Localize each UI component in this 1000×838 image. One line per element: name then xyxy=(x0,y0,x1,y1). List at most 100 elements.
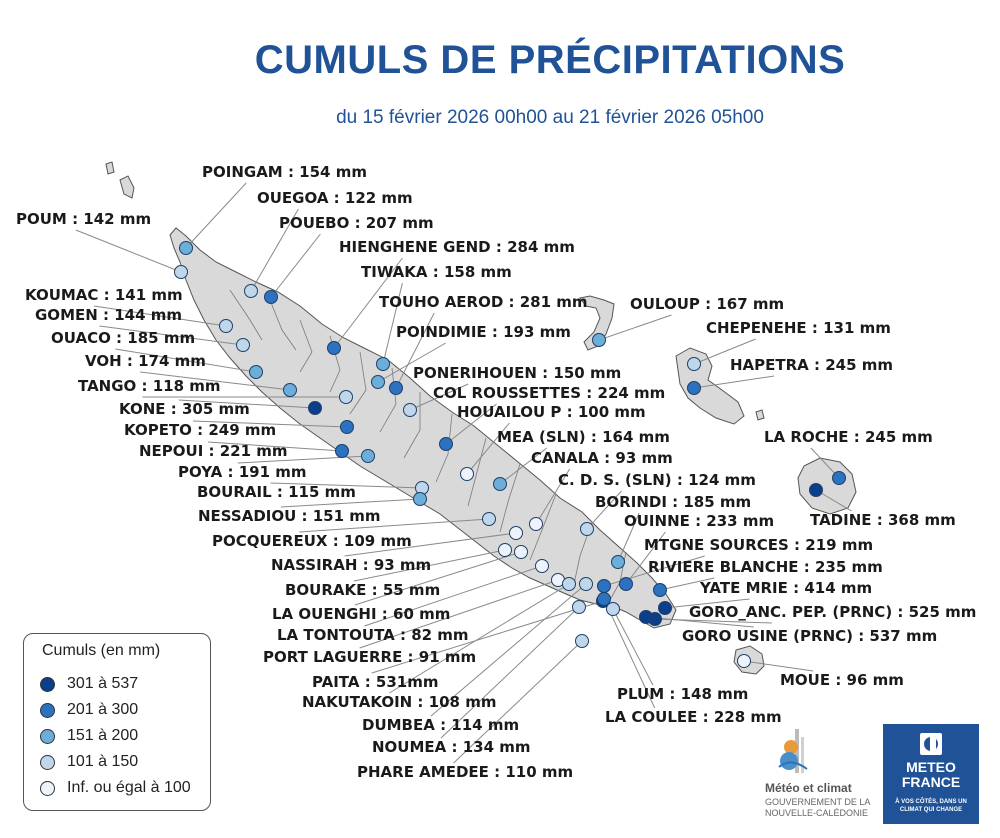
station-marker-la_tontouta[interactable] xyxy=(535,559,549,573)
gov-line-1: GOUVERNEMENT DE LA xyxy=(765,797,871,807)
leader-line-canala xyxy=(535,468,571,525)
station-marker-tadine[interactable] xyxy=(809,483,823,497)
station-marker-touho[interactable] xyxy=(389,381,403,395)
meteo-climat-logo: Météo et climat GOUVERNEMENT DE LA NOUVE… xyxy=(765,727,875,827)
station-marker-tiwaka[interactable] xyxy=(376,357,390,371)
station-label-canala: CANALA : 93 mm xyxy=(531,449,673,467)
meteo-france-tagline: À VOS CÔTÉS, DANS UN CLIMAT QUI CHANGE xyxy=(883,798,979,814)
station-label-voh: VOH : 174 mm xyxy=(85,352,206,370)
station-label-noumea: NOUMEA : 134 mm xyxy=(372,738,531,756)
station-marker-voh[interactable] xyxy=(283,383,297,397)
station-marker-ouinne[interactable] xyxy=(619,577,633,591)
station-marker-ouloup[interactable] xyxy=(592,333,606,347)
station-label-tiwaka: TIWAKA : 158 mm xyxy=(361,263,512,281)
station-marker-ouegoa[interactable] xyxy=(244,284,258,298)
leader-line-gomen xyxy=(99,325,244,346)
station-marker-la_ouenghi[interactable] xyxy=(514,545,528,559)
station-marker-goro_usine[interactable] xyxy=(639,610,653,624)
station-label-yate: YATE MRIE : 414 mm xyxy=(699,579,872,597)
station-marker-chepenehe[interactable] xyxy=(687,357,701,371)
station-label-mtgne_sources: MTGNE SOURCES : 219 mm xyxy=(644,536,873,554)
station-marker-canala[interactable] xyxy=(529,517,543,531)
station-marker-hapetra[interactable] xyxy=(687,381,701,395)
station-label-port_laguerre: PORT LAGUERRE : 91 mm xyxy=(263,648,476,666)
station-marker-ponerihouen[interactable] xyxy=(403,403,417,417)
station-marker-la_coulee[interactable] xyxy=(597,592,611,606)
leader-line-ouloup xyxy=(598,314,672,341)
station-marker-nassirah[interactable] xyxy=(509,526,523,540)
map-subtitle: du 15 février 2026 00h00 au 21 février 2… xyxy=(336,107,764,128)
station-marker-plum[interactable] xyxy=(606,602,620,616)
legend-item-class-2: 101 à 150 xyxy=(40,752,138,772)
station-label-cds: C. D. S. (SLN) : 124 mm xyxy=(558,471,756,489)
legend-item-class-1: Inf. ou égal à 100 xyxy=(40,778,191,798)
station-marker-mea[interactable] xyxy=(493,477,507,491)
legend-swatch xyxy=(40,676,55,692)
station-marker-yate[interactable] xyxy=(658,601,672,615)
station-marker-la_roche[interactable] xyxy=(832,471,846,485)
station-marker-gomen[interactable] xyxy=(236,338,250,352)
leader-line-nassirah xyxy=(344,532,517,557)
station-label-tadine: TADINE : 368 mm xyxy=(810,511,956,529)
station-label-ouloup: OULOUP : 167 mm xyxy=(630,295,784,313)
station-marker-dumbea[interactable] xyxy=(579,577,593,591)
leader-line-houailou xyxy=(466,422,510,475)
leader-line-bourake xyxy=(353,549,506,582)
mf-line-2: FRANCE xyxy=(901,774,961,790)
legend-swatch xyxy=(40,754,55,770)
station-marker-pocquereux[interactable] xyxy=(482,512,496,526)
station-marker-houailou[interactable] xyxy=(460,467,474,481)
station-marker-poya[interactable] xyxy=(361,449,375,463)
meteo-climat-emblem-icon xyxy=(778,729,808,773)
mf-tag-1: À VOS CÔTÉS, DANS UN xyxy=(895,799,967,805)
station-marker-borindi[interactable] xyxy=(611,555,625,569)
leader-lines-layer xyxy=(75,182,852,764)
station-label-poum: POUM : 142 mm xyxy=(16,210,151,228)
mf-line-1: METEO xyxy=(906,759,956,775)
station-marker-ouaco[interactable] xyxy=(249,365,263,379)
station-marker-hienghene[interactable] xyxy=(327,341,341,355)
legend-item-class-5: 301 à 537 xyxy=(40,674,138,694)
station-marker-poindimie[interactable] xyxy=(371,375,385,389)
station-marker-koumac[interactable] xyxy=(219,319,233,333)
station-marker-noumea[interactable] xyxy=(572,600,586,614)
station-marker-poum[interactable] xyxy=(174,265,188,279)
station-marker-moue[interactable] xyxy=(737,654,751,668)
station-marker-pouebo[interactable] xyxy=(264,290,278,304)
legend-item-class-3: 151 à 200 xyxy=(40,726,138,746)
leader-line-ponerihouen xyxy=(409,383,469,411)
station-marker-tango[interactable] xyxy=(339,390,353,404)
leader-line-nakutakoin xyxy=(389,583,570,694)
station-marker-kopeto[interactable] xyxy=(340,420,354,434)
station-marker-col_roussettes[interactable] xyxy=(439,437,453,451)
station-label-pocquereux: POCQUEREUX : 109 mm xyxy=(212,532,412,550)
leader-line-ouaco xyxy=(115,348,257,373)
station-marker-nessadiou[interactable] xyxy=(413,492,427,506)
legend-label: Inf. ou égal à 100 xyxy=(67,779,191,796)
station-marker-nakutakoin[interactable] xyxy=(562,577,576,591)
leader-line-mea xyxy=(499,447,547,485)
station-label-kone: KONE : 305 mm xyxy=(119,400,250,418)
station-label-riviere_blanche: RIVIERE BLANCHE : 235 mm xyxy=(648,558,883,576)
station-label-touho: TOUHO AEROD : 281 mm xyxy=(379,293,588,311)
mf-tag-2: CLIMAT QUI CHANGE xyxy=(899,807,963,813)
leader-line-poindimie xyxy=(377,342,446,383)
meteo-climat-government: GOUVERNEMENT DE LA NOUVELLE-CALÉDONIE xyxy=(765,797,875,819)
leader-line-port_laguerre xyxy=(359,579,559,649)
station-label-goro_usine: GORO USINE (PRNC) : 537 mm xyxy=(682,627,937,645)
station-label-col_roussettes: COL ROUSSETTES : 224 mm xyxy=(433,384,665,402)
station-marker-bourake[interactable] xyxy=(498,543,512,557)
station-label-mea: MEA (SLN) : 164 mm xyxy=(497,428,670,446)
station-marker-riviere_blanche[interactable] xyxy=(653,583,667,597)
legend-swatch xyxy=(40,780,55,796)
station-marker-mtgne_sources[interactable] xyxy=(597,579,611,593)
station-marker-nepoui[interactable] xyxy=(335,444,349,458)
station-label-poya: POYA : 191 mm xyxy=(178,463,306,481)
leader-line-pouebo xyxy=(270,233,321,298)
meteo-climat-name: Météo et climat xyxy=(765,781,852,795)
station-marker-poingam[interactable] xyxy=(179,241,193,255)
station-label-borindi: BORINDI : 185 mm xyxy=(595,493,751,511)
station-marker-phare_amedee[interactable] xyxy=(575,634,589,648)
station-marker-kone[interactable] xyxy=(308,401,322,415)
station-marker-cds[interactable] xyxy=(580,522,594,536)
